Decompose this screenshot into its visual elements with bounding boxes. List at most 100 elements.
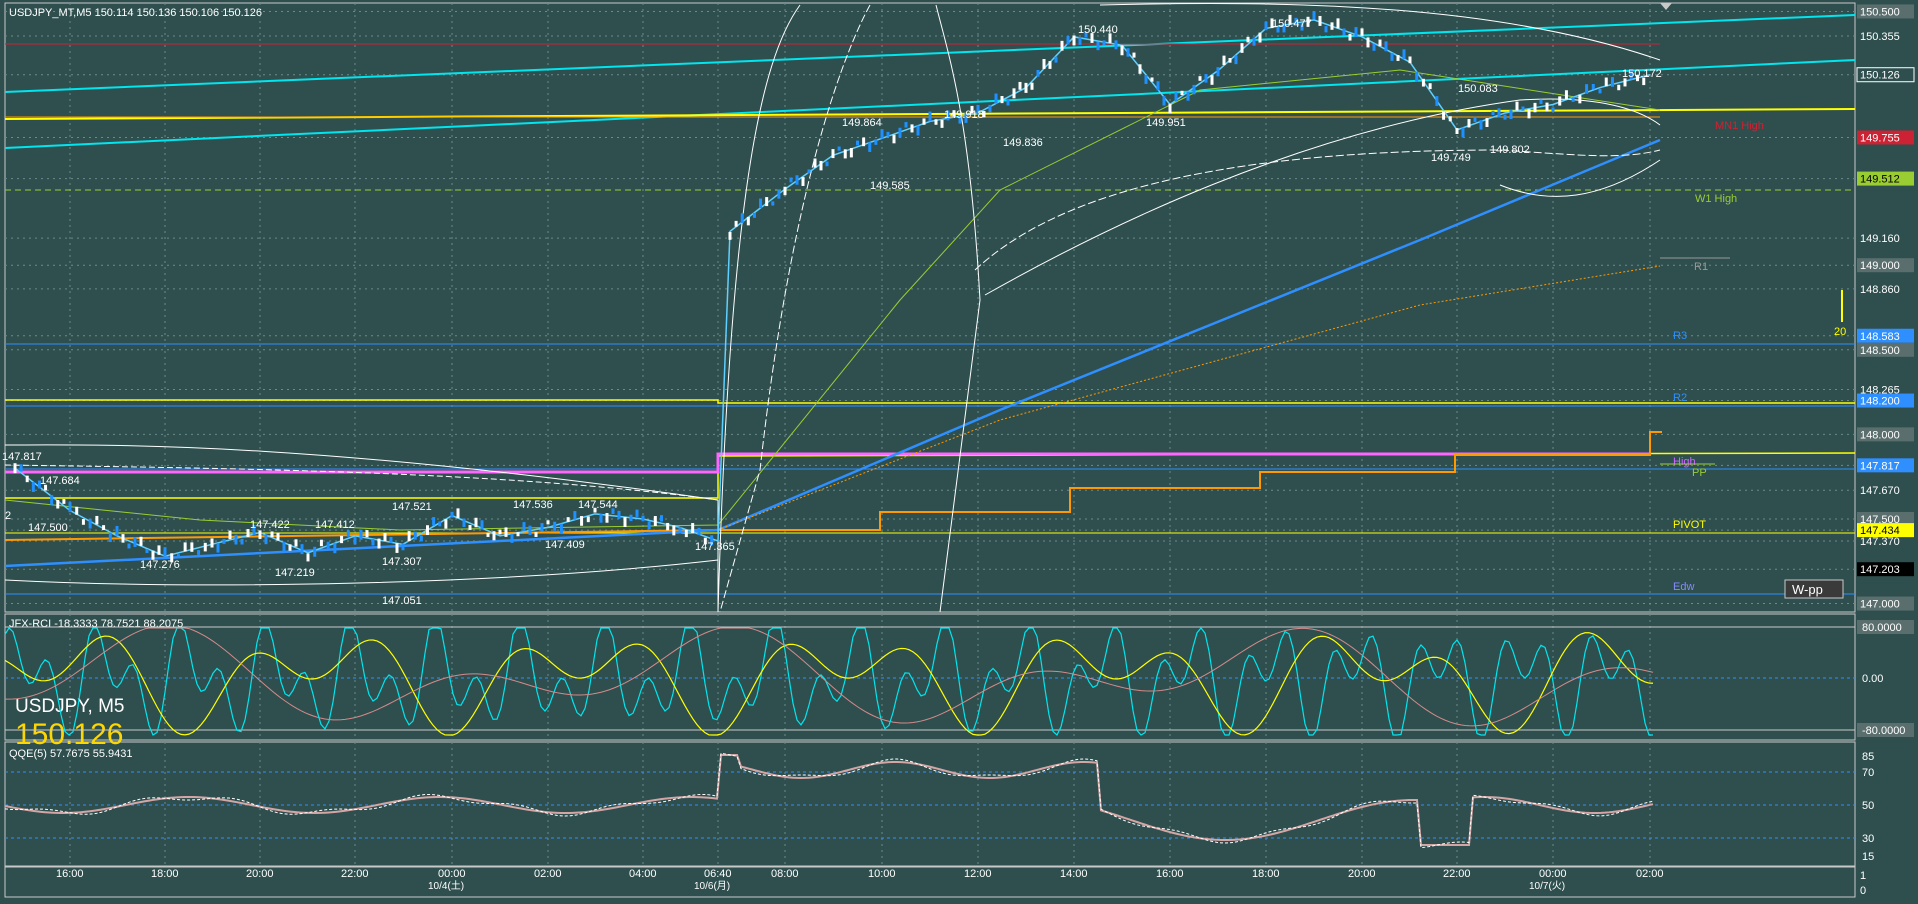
candle xyxy=(1138,64,1142,74)
qqe-axis-label: 70 xyxy=(1862,767,1874,779)
candle xyxy=(1192,84,1196,95)
candle xyxy=(1210,75,1214,85)
price-tag: 148.200 xyxy=(1860,396,1900,408)
price-annotations: 147.817 147.684 147.500 147.276 147.422 147.4… xyxy=(2,18,1662,607)
candle xyxy=(510,533,514,543)
band-white-4 xyxy=(984,98,1661,296)
time-label: 16:00 xyxy=(1156,868,1184,880)
candle xyxy=(916,125,920,136)
candle xyxy=(1318,15,1322,26)
candle xyxy=(216,543,220,553)
qqe-lines xyxy=(4,752,1654,849)
rci-panel-border xyxy=(4,613,1856,741)
price-annotation: 147.219 xyxy=(275,567,315,579)
sub-axis-0: 0 xyxy=(1860,885,1866,897)
rci-axis-label: -80.0000 xyxy=(1862,725,1905,737)
price-tag-box xyxy=(1857,427,1914,442)
candle xyxy=(789,177,793,183)
pp-label: PP xyxy=(1692,467,1707,479)
candle xyxy=(319,539,323,547)
candle xyxy=(1294,17,1298,25)
candle xyxy=(1461,127,1465,138)
candle xyxy=(1527,109,1531,119)
candle xyxy=(1234,55,1238,65)
price-annotation: 147.409 xyxy=(545,539,585,551)
candle xyxy=(81,519,85,525)
candle xyxy=(635,509,639,517)
price-annotation: 147.500 xyxy=(28,522,68,534)
chart-header: USDJPY_MT,M5 150.114 150.136 150.106 150… xyxy=(9,7,262,19)
candle xyxy=(666,522,670,531)
candle xyxy=(1012,88,1016,99)
candle xyxy=(371,539,375,546)
candle xyxy=(1018,81,1022,90)
candle xyxy=(1642,77,1646,86)
candle xyxy=(313,546,317,557)
price-tag: 147.500 xyxy=(1860,514,1900,526)
time-label: 22:00 xyxy=(341,868,369,880)
candle xyxy=(617,510,621,519)
candle xyxy=(121,534,125,543)
candle xyxy=(964,112,968,123)
date-label: 10/4(土) xyxy=(428,879,464,892)
candle xyxy=(759,198,763,209)
price-tag-box xyxy=(1857,458,1914,473)
candle xyxy=(389,536,393,543)
candle xyxy=(1180,90,1184,95)
price-tag-box xyxy=(1857,130,1914,145)
candle xyxy=(25,475,29,483)
r3-label: R3 xyxy=(1673,330,1687,342)
candle xyxy=(825,161,829,167)
candle xyxy=(1276,27,1280,33)
candle xyxy=(783,186,787,196)
candle xyxy=(1455,128,1459,134)
rci-axis-box xyxy=(1857,620,1914,634)
candle xyxy=(1571,97,1575,102)
candle xyxy=(1126,48,1130,57)
candle xyxy=(660,515,663,522)
candle xyxy=(934,119,938,125)
price-annotation: 147.521 xyxy=(392,501,432,513)
candle xyxy=(1288,14,1292,25)
band-dashed-3 xyxy=(974,149,1661,271)
rci-line xyxy=(4,632,1654,736)
edw-label: Edw xyxy=(1673,581,1694,593)
candle xyxy=(1342,28,1346,36)
scroll-marker-icon[interactable] xyxy=(1660,3,1672,10)
band-white-3 xyxy=(935,4,981,613)
w-pp-box[interactable] xyxy=(1784,579,1844,599)
candle xyxy=(240,538,244,545)
candle xyxy=(1578,94,1582,104)
candle xyxy=(170,553,174,563)
price-tag: 150.126 xyxy=(1860,70,1900,82)
candle xyxy=(450,511,454,518)
time-axis-border xyxy=(4,866,1856,898)
candle xyxy=(228,530,232,540)
candle xyxy=(1428,83,1432,90)
candle xyxy=(1024,82,1028,93)
price-tag: 147.000 xyxy=(1860,599,1900,611)
time-label: 14:00 xyxy=(1060,868,1088,880)
candle xyxy=(203,542,207,552)
price-annotation: 147.276 xyxy=(140,559,180,571)
yellow-r2-line xyxy=(5,399,1855,404)
candle xyxy=(365,530,369,538)
candle xyxy=(1467,119,1471,128)
candle xyxy=(145,549,149,554)
candle xyxy=(862,137,866,147)
candle xyxy=(1156,81,1160,91)
pivot-label: PIVOT xyxy=(1673,519,1706,531)
candle xyxy=(1390,53,1394,61)
price-tag-box xyxy=(1857,562,1914,577)
time-label: 22:00 xyxy=(1443,868,1471,880)
candle xyxy=(1300,23,1304,31)
candle xyxy=(1084,31,1088,38)
price-tag: 147.434 xyxy=(1860,525,1900,537)
time-label: 06:40 xyxy=(704,868,732,880)
candle xyxy=(1598,88,1602,94)
time-label: 10:00 xyxy=(868,868,896,880)
candle xyxy=(886,131,890,137)
price-tag-box xyxy=(1857,328,1914,343)
price-annotation: 147.684 xyxy=(40,475,80,487)
